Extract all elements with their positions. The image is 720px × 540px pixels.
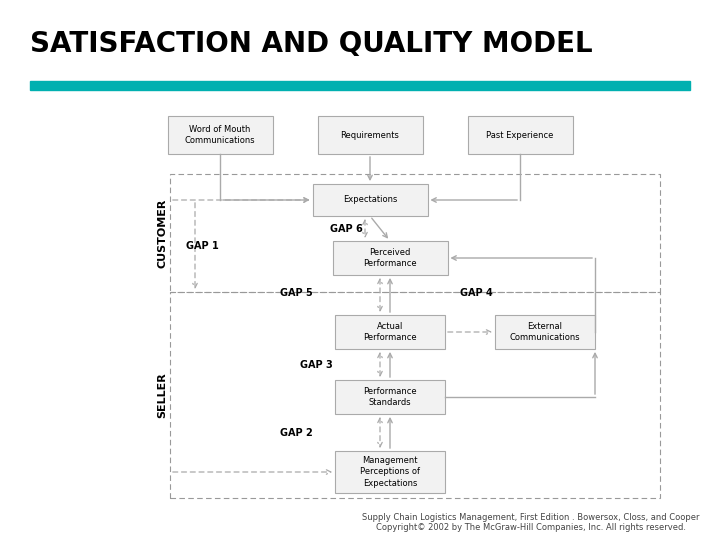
Text: GAP 6: GAP 6	[330, 224, 363, 233]
Text: Expectations: Expectations	[343, 195, 397, 205]
Text: GAP 2: GAP 2	[280, 428, 312, 437]
Text: Actual
Performance: Actual Performance	[363, 322, 417, 342]
Bar	[30, 81, 690, 90]
Text: Performance
Standards: Performance Standards	[363, 387, 417, 407]
Text: Word of Mouth
Communications: Word of Mouth Communications	[185, 125, 256, 145]
FancyBboxPatch shape	[333, 241, 448, 275]
FancyBboxPatch shape	[467, 116, 572, 154]
FancyBboxPatch shape	[335, 380, 445, 414]
Text: Requirements: Requirements	[341, 131, 400, 139]
Text: GAP 4: GAP 4	[460, 288, 492, 298]
FancyBboxPatch shape	[335, 451, 445, 493]
Text: Perceived
Performance: Perceived Performance	[363, 248, 417, 268]
FancyBboxPatch shape	[168, 116, 272, 154]
Text: GAP 5: GAP 5	[280, 288, 312, 298]
FancyBboxPatch shape	[318, 116, 423, 154]
Text: External
Communications: External Communications	[510, 322, 580, 342]
Text: GAP 3: GAP 3	[300, 360, 333, 369]
Text: CUSTOMER: CUSTOMER	[157, 198, 167, 268]
Text: Supply Chain Logistics Management, First Edition . Bowersox, Closs, and Cooper
C: Supply Chain Logistics Management, First…	[362, 512, 700, 532]
Text: Past Experience: Past Experience	[486, 131, 554, 139]
Text: GAP 1: GAP 1	[186, 241, 219, 251]
FancyBboxPatch shape	[335, 315, 445, 349]
Text: SELLER: SELLER	[157, 372, 167, 418]
FancyBboxPatch shape	[495, 315, 595, 349]
FancyBboxPatch shape	[312, 184, 428, 216]
Text: SATISFACTION AND QUALITY MODEL: SATISFACTION AND QUALITY MODEL	[30, 30, 593, 58]
Text: Management
Perceptions of
Expectations: Management Perceptions of Expectations	[360, 456, 420, 488]
